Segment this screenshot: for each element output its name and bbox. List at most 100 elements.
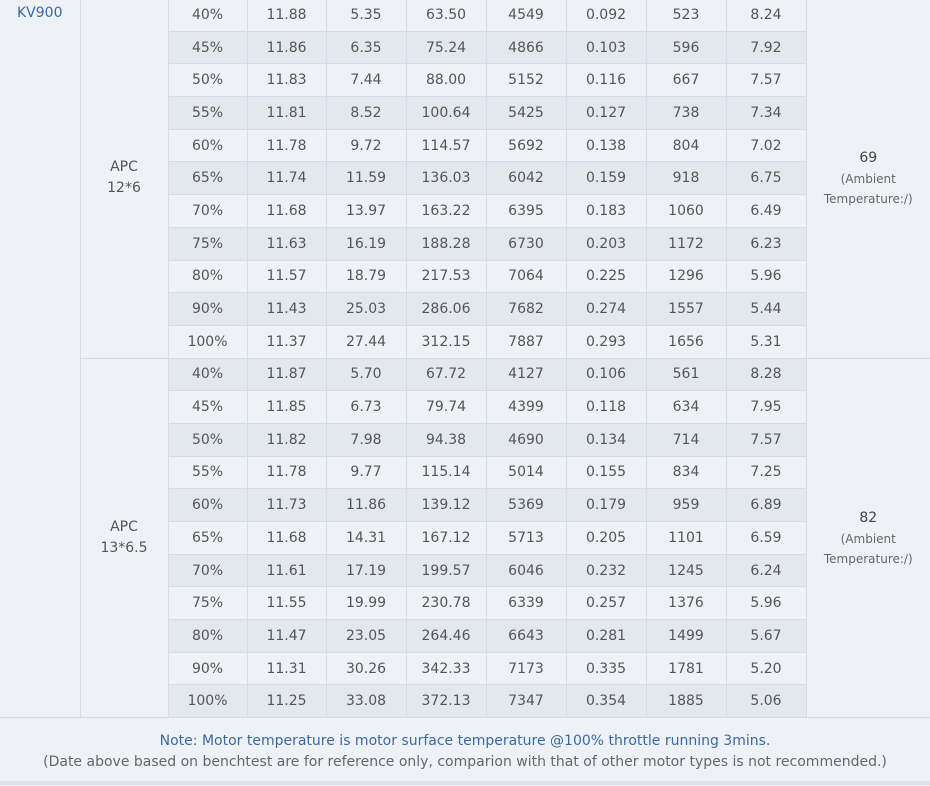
table-cell: 0.159 — [565, 161, 647, 196]
table-cell: 7173 — [485, 651, 567, 686]
table-cell: 0.274 — [565, 292, 647, 326]
table-cell: 1296 — [645, 259, 727, 294]
table-cell: 60% — [167, 128, 248, 163]
table-cell: 4399 — [485, 390, 567, 424]
table-cell: 5.31 — [725, 324, 807, 359]
table-cell: 7682 — [485, 292, 567, 326]
table-cell: 65% — [167, 161, 248, 196]
motor-model-line1: Long Shaft — [2, 0, 77, 1]
table-row: 60% 11.73 11.86 139.12 5369 0.179 959 6.89 — [0, 488, 930, 522]
table-cell: 90% — [167, 292, 248, 326]
table-cell: 6042 — [485, 161, 567, 196]
table-cell: 70% — [167, 194, 248, 228]
table-row: 65% 11.68 14.31 167.12 5713 0.205 1101 6.59 — [0, 521, 930, 555]
ambient-temperature-note: (Ambient — [840, 531, 896, 546]
table-cell: 5.70 — [325, 357, 407, 392]
table-cell: 55% — [167, 455, 248, 490]
table-cell: 7347 — [485, 684, 567, 719]
propeller-label: APC — [110, 159, 138, 176]
table-cell: 0.354 — [565, 684, 647, 719]
table-cell: 25.03 — [325, 292, 407, 326]
table-cell: 1885 — [645, 684, 727, 719]
table-cell: 11.78 — [246, 128, 327, 163]
table-cell: 5014 — [485, 455, 567, 490]
table-cell: 6643 — [485, 619, 567, 653]
table-row: 60% 11.78 9.72 114.57 5692 0.138 804 7.02 — [0, 128, 930, 163]
table-cell: 6.89 — [725, 488, 807, 522]
table-cell: 11.88 — [246, 0, 327, 32]
ambient-temperature-note: (Ambient — [840, 172, 896, 187]
motor-model-line2: KV900 — [17, 5, 63, 21]
table-cell: 139.12 — [405, 488, 487, 522]
table-cell: 27.44 — [325, 324, 407, 359]
propeller-cell: APC 12*6 — [79, 0, 169, 359]
table-cell: 11.74 — [246, 161, 327, 196]
table-cell: 75% — [167, 226, 248, 261]
propeller-label: 13*6.5 — [100, 539, 148, 556]
table-cell: 0.225 — [565, 259, 647, 294]
table-row: 45% 11.85 6.73 79.74 4399 0.118 634 7.95 — [0, 390, 930, 424]
table-cell: 4690 — [485, 422, 567, 457]
table-cell: 523 — [645, 0, 727, 32]
table-cell: 45% — [167, 30, 248, 65]
table-cell: 0.179 — [565, 488, 647, 522]
table-cell: 1101 — [645, 521, 727, 555]
table-cell: 11.37 — [246, 324, 327, 359]
table-cell: 286.06 — [405, 292, 487, 326]
table-cell: 7.44 — [325, 63, 407, 98]
table-cell: 7.34 — [725, 96, 807, 130]
table-row: 75% 11.63 16.19 188.28 6730 0.203 1172 6.23 — [0, 226, 930, 261]
table-cell: 0.203 — [565, 226, 647, 261]
table-cell: 342.33 — [405, 651, 487, 686]
table-cell: 0.205 — [565, 521, 647, 555]
table-cell: 0.116 — [565, 63, 647, 98]
table-cell: 1060 — [645, 194, 727, 228]
table-cell: 0.106 — [565, 357, 647, 392]
table-cell: 1557 — [645, 292, 727, 326]
table-cell: 4549 — [485, 0, 567, 32]
table-cell: 7887 — [485, 324, 567, 359]
table-row: 70% 11.61 17.19 199.57 6046 0.232 1245 6.24 — [0, 553, 930, 588]
table-row: 65% 11.74 11.59 136.03 6042 0.159 918 6.75 — [0, 161, 930, 196]
table-cell: 5.06 — [725, 684, 807, 719]
table-cell: 33.08 — [325, 684, 407, 719]
table-cell: 19.99 — [325, 586, 407, 621]
table-cell: 6.75 — [725, 161, 807, 196]
table-cell: 11.55 — [246, 586, 327, 621]
table-row: 80% 11.57 18.79 217.53 7064 0.225 1296 5.96 — [0, 259, 930, 294]
table-cell: 0.257 — [565, 586, 647, 621]
table-row: APC 13*6.5 40% 11.87 5.70 67.72 4127 0.106 561 8.… — [0, 357, 930, 719]
table-cell: 561 — [645, 357, 727, 392]
table-cell: 13.97 — [325, 194, 407, 228]
table-cell: 100% — [167, 684, 248, 719]
table-row: 75% 11.55 19.99 230.78 6339 0.257 1376 5.96 — [0, 586, 930, 621]
table-cell: 11.59 — [325, 161, 407, 196]
table-cell: 7.25 — [725, 455, 807, 490]
table-cell: 7064 — [485, 259, 567, 294]
table-cell: 70% — [167, 553, 248, 588]
ambient-temperature-note: Temperature:/) — [823, 192, 913, 207]
table-cell: 11.85 — [246, 390, 327, 424]
table-cell: 804 — [645, 128, 727, 163]
table-cell: 167.12 — [405, 521, 487, 555]
table-cell: 217.53 — [405, 259, 487, 294]
table-cell: 596 — [645, 30, 727, 65]
table-cell: 1499 — [645, 619, 727, 653]
table-cell: 6.35 — [325, 30, 407, 65]
table-footer: Note: Motor temperature is motor surface… — [0, 717, 930, 785]
table-cell: 11.86 — [246, 30, 327, 65]
table-cell: 372.13 — [405, 684, 487, 719]
table-cell: 11.83 — [246, 63, 327, 98]
table-cell: 0.281 — [565, 619, 647, 653]
table-cell: 94.38 — [405, 422, 487, 457]
table-cell: 5.96 — [725, 259, 807, 294]
table-cell: 6.24 — [725, 553, 807, 588]
table-cell: 7.57 — [725, 63, 807, 98]
table-row: 50% 11.82 7.98 94.38 4690 0.134 714 7.57 — [0, 422, 930, 457]
table-cell: 65% — [167, 521, 248, 555]
table-cell: 4127 — [485, 357, 567, 392]
table-cell: 0.138 — [565, 128, 647, 163]
table-row: 50% 11.83 7.44 88.00 5152 0.116 667 7.57 — [0, 63, 930, 98]
table-cell: 8.28 — [725, 357, 807, 392]
table-cell: 0.134 — [565, 422, 647, 457]
